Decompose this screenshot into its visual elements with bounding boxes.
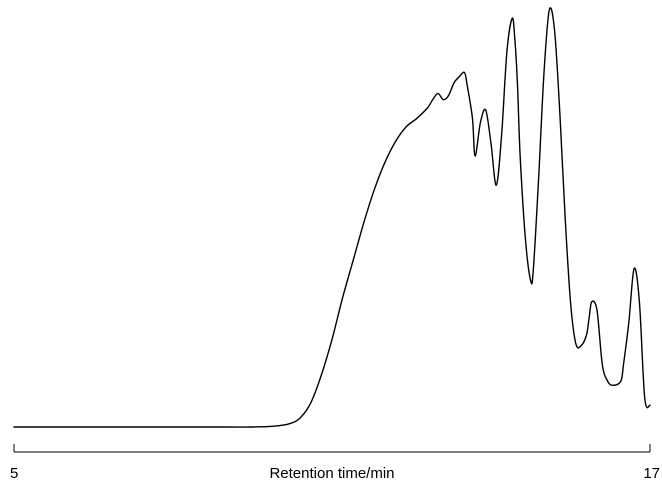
x-tick-label-5: 5: [10, 465, 18, 482]
x-tick-label-17: 17: [643, 465, 660, 482]
chromatogram-trace: [13, 7, 651, 428]
plot-area: [13, 7, 651, 428]
x-axis-title: Retention time/min: [269, 465, 394, 482]
x-axis: 5 17 Retention time/min: [10, 444, 660, 482]
